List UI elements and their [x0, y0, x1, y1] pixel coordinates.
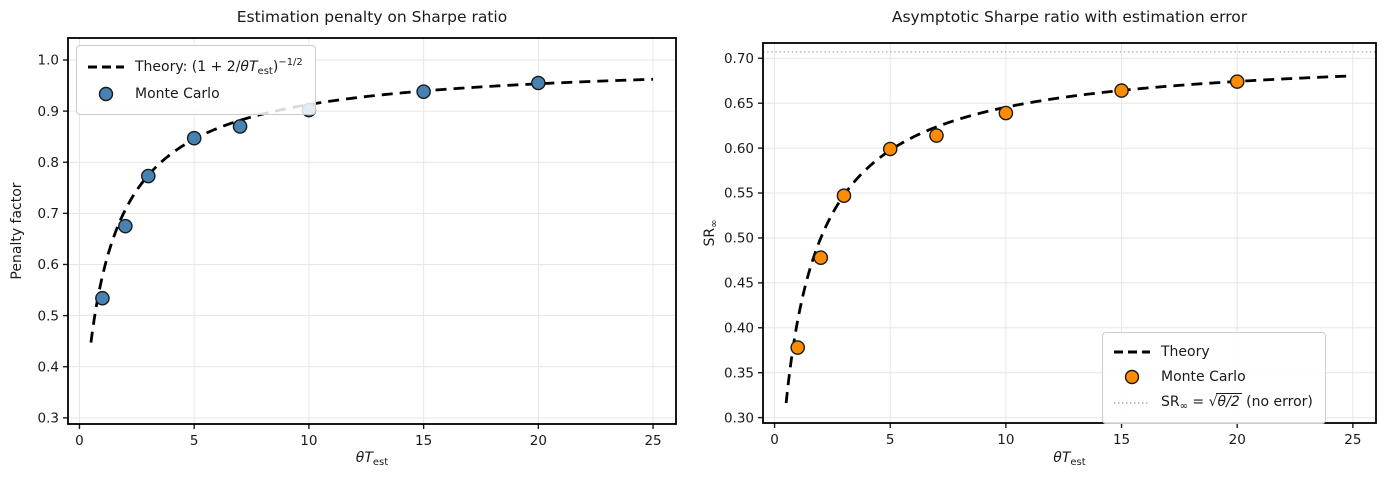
legend-label: Theory: (1 + 2/θTest)−1/2 [135, 57, 303, 77]
x-tick-label: 15 [415, 433, 432, 449]
panel-0: 0 5 10 15 20 25 0.3 0.4 0.5 0.6 0.7 0.8 0.9 1.0 [38, 37, 677, 449]
x-tick-label: 25 [644, 433, 661, 449]
left-x-axis-label: θTest [355, 450, 389, 468]
monte-carlo-point [882, 141, 898, 157]
monte-carlo-point [416, 84, 431, 99]
legend-label: SR∞ = √θ/2 (no error) [1161, 393, 1313, 412]
y-tick-label: 0.5 [38, 308, 59, 324]
x-tick-label: 0 [75, 433, 84, 449]
dashed-line-icon [87, 64, 125, 70]
y-tick-label: 0.3 [38, 411, 59, 427]
legend-item-reference: SR∞ = √θ/2 (no error) [1113, 390, 1313, 416]
x-tick-label: 5 [190, 433, 199, 449]
legend-item-theory: Theory [1113, 340, 1313, 364]
left-legend: Theory: (1 + 2/θTest)−1/2 Monte Carlo [76, 45, 316, 115]
left-y-axis-label: Penalty factor [9, 182, 25, 280]
monte-carlo-point [1229, 74, 1245, 89]
monte-carlo-point [836, 188, 852, 204]
dotted-line-icon [1113, 400, 1151, 406]
monte-carlo-point [1114, 83, 1129, 98]
x-tick-label: 5 [886, 432, 895, 448]
legend-label: Theory [1161, 344, 1210, 360]
y-tick-label: 0.8 [38, 155, 59, 171]
x-tick-label: 0 [770, 432, 779, 448]
y-tick-label: 0.9 [38, 104, 59, 120]
axes-spines [762, 42, 1377, 424]
x-tick-label: 20 [530, 433, 547, 449]
axes-spines [67, 37, 677, 425]
monte-carlo-point [118, 218, 133, 234]
legend-item-theory: Theory: (1 + 2/θTest)−1/2 [87, 53, 303, 81]
dashed-line-icon [1113, 349, 1151, 355]
right-chart-title: Asymptotic Sharpe ratio with estimation … [891, 8, 1248, 26]
legend-item-monte-carlo: Monte Carlo [1113, 364, 1313, 390]
monte-carlo-point [813, 250, 829, 266]
x-tick-label: 10 [997, 432, 1014, 448]
y-tick-label: 0.70 [724, 51, 754, 67]
y-tick-label: 0.30 [724, 410, 754, 426]
right-legend: Theory Monte Carlo SR∞ = √θ/2 (no error) [1102, 332, 1326, 424]
x-tick-label: 20 [1229, 432, 1246, 448]
right-y-axis-label: SR∞ [702, 219, 720, 247]
legend-label: Monte Carlo [1161, 369, 1246, 385]
theory-curve [89, 77, 654, 343]
y-tick-label: 0.50 [724, 231, 754, 247]
y-tick-label: 0.40 [724, 320, 754, 336]
monte-carlo-point [790, 340, 805, 355]
monte-carlo-point [929, 128, 944, 143]
monte-carlo-point [186, 130, 202, 146]
x-tick-label: 15 [1113, 432, 1130, 448]
y-tick-label: 0.4 [38, 359, 59, 375]
orange-marker-icon [1113, 368, 1151, 386]
y-tick-label: 0.7 [38, 206, 59, 222]
monte-carlo-point [998, 105, 1014, 121]
monte-carlo-point [531, 75, 546, 91]
legend-item-monte-carlo: Monte Carlo [87, 81, 303, 107]
x-tick-label: 10 [300, 433, 317, 449]
monte-carlo-point [95, 290, 110, 306]
panel-1: 0 5 10 15 20 25 0.30 0.35 0.40 0.45 0.50 0.55 0.60 0.… [724, 42, 1377, 448]
right-x-axis-label: θTest [1053, 450, 1086, 468]
left-chart-title: Estimation penalty on Sharpe ratio [236, 8, 508, 26]
y-tick-label: 0.45 [724, 276, 754, 292]
y-tick-label: 0.6 [38, 257, 59, 273]
monte-carlo-point [141, 168, 156, 184]
theory-curve [784, 74, 1353, 404]
y-tick-label: 0.35 [724, 365, 754, 381]
y-tick-label: 0.65 [724, 96, 754, 112]
y-tick-label: 0.60 [724, 141, 754, 157]
monte-carlo-point [232, 119, 248, 134]
x-tick-label: 25 [1344, 432, 1361, 448]
legend-label: Monte Carlo [135, 86, 220, 102]
blue-marker-icon [87, 85, 125, 103]
y-tick-label: 1.0 [38, 53, 59, 69]
y-tick-label: 0.55 [724, 186, 754, 202]
